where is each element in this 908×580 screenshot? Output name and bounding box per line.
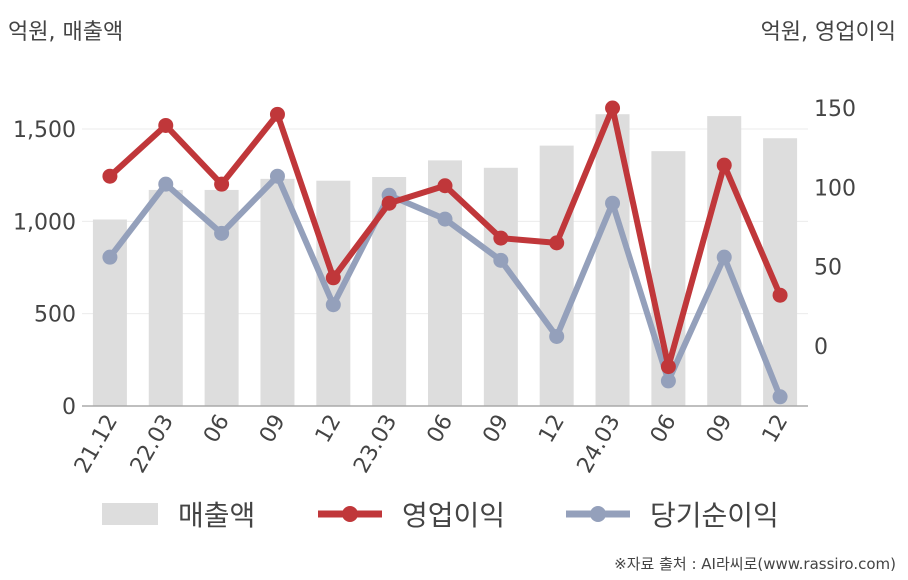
point-net-income — [716, 249, 732, 265]
point-operating-profit — [660, 359, 676, 375]
bar-revenue — [260, 178, 295, 406]
point-operating-profit — [493, 230, 509, 246]
point-operating-profit — [605, 100, 621, 116]
x-tick-label: 06 — [646, 411, 682, 448]
point-net-income — [325, 297, 341, 313]
legend-label-net-income: 당기순이익 — [650, 499, 779, 532]
point-operating-profit — [437, 178, 453, 194]
point-net-income — [214, 225, 230, 241]
point-net-income — [605, 195, 621, 211]
x-tick-label: 09 — [478, 411, 514, 448]
point-operating-profit — [269, 106, 285, 122]
legend-item-revenue: 매출액 — [102, 494, 255, 534]
x-tick-label: 21.12 — [70, 411, 123, 478]
right-tick-label: 100 — [814, 176, 856, 201]
x-tick-label: 22.03 — [126, 411, 179, 478]
bar-revenue — [148, 189, 183, 406]
point-net-income — [549, 328, 565, 344]
source-credit: ※자료 출처 : AI라씨로(www.rassiro.com) — [614, 555, 896, 573]
x-tick-label: 12 — [311, 411, 347, 448]
x-tick-label: 06 — [423, 411, 459, 448]
bar-revenue — [372, 177, 407, 406]
point-operating-profit — [325, 270, 341, 286]
left-tick-label: 1,500 — [13, 118, 76, 143]
x-tick-label: 23.03 — [349, 411, 402, 478]
chart-legend: 매출액 영업이익 당기순이익 — [0, 494, 908, 534]
point-operating-profit — [549, 235, 565, 251]
bar-revenue — [92, 219, 127, 406]
right-tick-label: 150 — [814, 97, 856, 122]
left-axis-unit: 억원, 매출액 — [8, 20, 124, 45]
point-operating-profit — [158, 117, 174, 133]
point-operating-profit — [716, 157, 732, 173]
point-net-income — [493, 252, 509, 268]
legend-swatch-operating-profit — [318, 506, 382, 522]
point-operating-profit — [214, 176, 230, 192]
left-tick-label: 500 — [34, 303, 76, 328]
point-net-income — [269, 168, 285, 184]
legend-swatch-net-income — [566, 506, 630, 522]
legend-item-net-income: 당기순이익 — [566, 494, 779, 534]
point-operating-profit — [102, 168, 118, 184]
point-net-income — [772, 389, 788, 405]
x-tick-label: 12 — [534, 411, 570, 448]
legend-label-revenue: 매출액 — [178, 499, 256, 532]
right-tick-label: 0 — [814, 335, 828, 360]
point-net-income — [158, 176, 174, 192]
point-operating-profit — [381, 195, 397, 211]
point-net-income — [437, 211, 453, 227]
right-tick-label: 50 — [814, 256, 842, 281]
point-operating-profit — [772, 287, 788, 303]
left-tick-label: 1,000 — [13, 210, 76, 235]
x-tick-label: 06 — [199, 411, 235, 448]
point-net-income — [660, 373, 676, 389]
right-axis-unit: 억원, 영업이익 — [760, 20, 896, 45]
left-tick-label: 0 — [62, 395, 76, 420]
bar-revenue — [428, 160, 462, 406]
x-tick-label: 09 — [255, 411, 291, 448]
point-net-income — [102, 249, 118, 265]
x-tick-label: 12 — [758, 411, 794, 448]
x-tick-label: 24.03 — [573, 411, 626, 478]
legend-swatch-revenue — [102, 503, 158, 525]
bar-revenue — [539, 145, 574, 406]
legend-item-operating-profit: 영업이익 — [318, 494, 505, 534]
bar-revenue — [316, 180, 351, 406]
legend-label-operating-profit: 영업이익 — [402, 499, 506, 532]
x-tick-label: 09 — [702, 411, 738, 448]
bar-revenue — [483, 167, 518, 406]
